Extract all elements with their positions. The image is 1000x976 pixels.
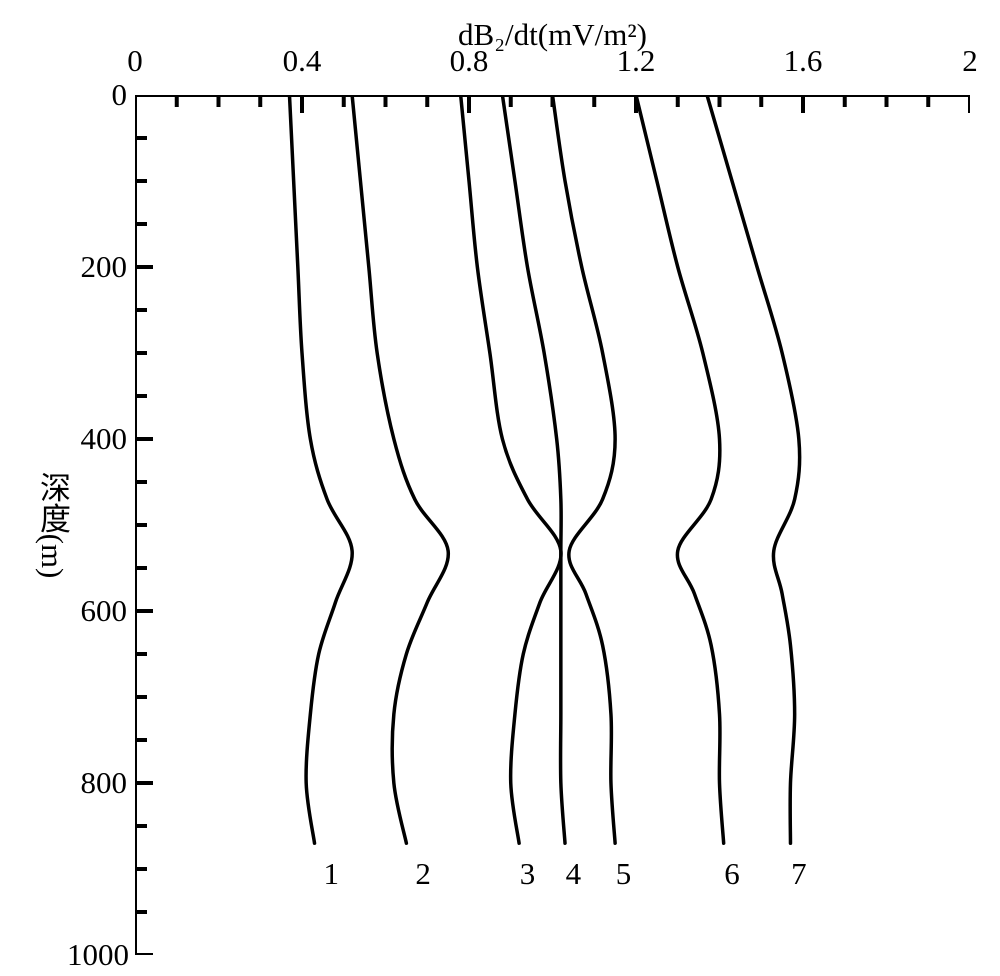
- curve-label: 3: [520, 856, 536, 892]
- y-tick-label: 1000: [67, 937, 127, 973]
- y-tick-label: 800: [67, 765, 127, 801]
- chart-container: dB₂/dt(mV/m²) 深度(m) 00.40.81.21.62 02004…: [135, 95, 970, 955]
- y-tick-label: 200: [67, 249, 127, 285]
- x-tick-label: 2: [962, 43, 978, 79]
- y-tick-label: 600: [67, 593, 127, 629]
- curve-label: 5: [616, 856, 632, 892]
- y-axis-title: 深度(m): [30, 472, 75, 579]
- curve-label: 6: [724, 856, 740, 892]
- x-tick-label: 0.8: [450, 43, 489, 79]
- curve-label: 4: [566, 856, 582, 892]
- x-tick-label: 0.4: [283, 43, 322, 79]
- curve-label: 7: [791, 856, 807, 892]
- chart-plot: [135, 95, 970, 955]
- curve-label: 1: [323, 856, 339, 892]
- y-tick-label: 0: [67, 77, 127, 113]
- x-tick-label: 0: [127, 43, 143, 79]
- curve-label: 2: [415, 856, 431, 892]
- x-tick-label: 1.2: [617, 43, 656, 79]
- x-tick-label: 1.6: [784, 43, 823, 79]
- y-tick-label: 400: [67, 421, 127, 457]
